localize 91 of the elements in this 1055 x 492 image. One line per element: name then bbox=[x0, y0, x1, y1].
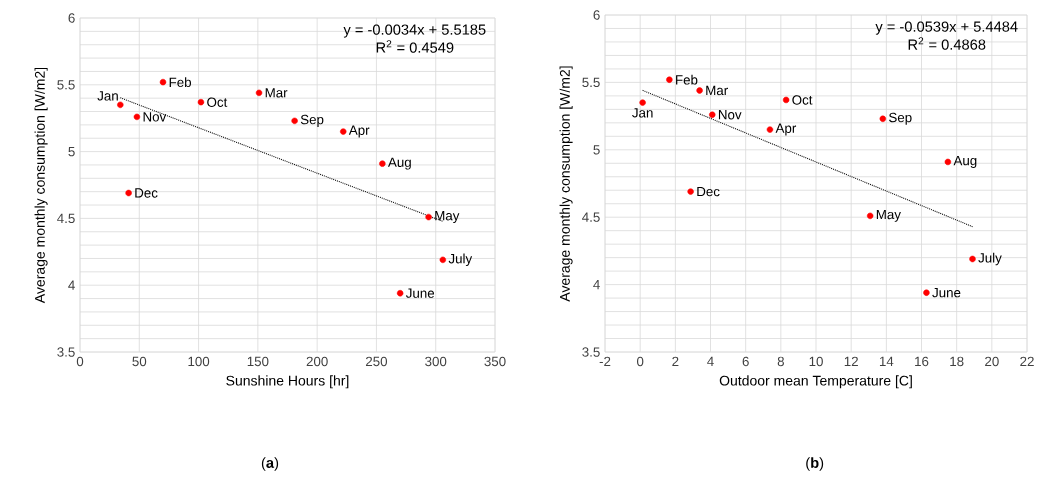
y-axis-title: Average monthly consumption [W/m2] bbox=[559, 66, 573, 302]
x-tick-label: 18 bbox=[950, 356, 964, 367]
point bbox=[159, 78, 167, 86]
x-tick-label: 8 bbox=[777, 356, 784, 367]
data-label: Oct bbox=[792, 95, 813, 105]
x-tick-label: 20 bbox=[985, 356, 999, 367]
point bbox=[687, 188, 694, 195]
point bbox=[766, 126, 774, 133]
text: (b) bbox=[806, 457, 824, 471]
point bbox=[923, 289, 930, 296]
data-label: Nov bbox=[718, 110, 742, 120]
data-label: Mar bbox=[706, 85, 728, 96]
point bbox=[133, 113, 141, 121]
data-label: June bbox=[932, 288, 961, 298]
x-tick-label: 250 bbox=[365, 356, 388, 367]
x-tick-label: 10 bbox=[809, 356, 823, 367]
point bbox=[117, 101, 124, 109]
data-label: Feb bbox=[169, 77, 192, 88]
point bbox=[379, 160, 386, 167]
x-tick-label: 200 bbox=[306, 356, 328, 367]
data-label: May bbox=[876, 209, 901, 222]
point bbox=[879, 115, 887, 122]
x-tick-label: 0 bbox=[636, 356, 644, 367]
point bbox=[696, 87, 703, 94]
data-label: Mar bbox=[265, 88, 288, 98]
y-tick-label: 5.5 bbox=[582, 77, 600, 88]
data-label: Jan bbox=[97, 91, 118, 101]
point bbox=[639, 99, 646, 106]
x-tick-label: -2 bbox=[599, 356, 611, 367]
data-label: Jan bbox=[632, 108, 653, 118]
y-axis-title: Average monthly consumption [W/m2] bbox=[34, 67, 48, 304]
data-label: Aug bbox=[953, 155, 977, 168]
point bbox=[340, 128, 347, 135]
x-tick-label: 50 bbox=[132, 356, 147, 367]
data-label: Sep bbox=[300, 114, 324, 127]
data-label: June bbox=[405, 288, 435, 298]
data-label: Oct bbox=[207, 97, 228, 107]
y-tick-label: 4.5 bbox=[57, 213, 75, 224]
x-tick-label: 14 bbox=[879, 356, 894, 366]
annotation: y = -0.0034x + 5.5185 bbox=[343, 24, 486, 38]
point bbox=[197, 98, 205, 106]
y-tick-label: 6 bbox=[593, 10, 600, 20]
point bbox=[255, 89, 263, 97]
x-tick-label: 12 bbox=[844, 356, 858, 367]
annotation: R$^{2}$ = 0.4868 bbox=[908, 37, 986, 50]
point bbox=[866, 212, 874, 220]
x-tick-label: 150 bbox=[247, 356, 269, 367]
y-tick-label: 3.5 bbox=[57, 347, 75, 357]
point bbox=[425, 213, 432, 221]
x-tick-label: 22 bbox=[1020, 356, 1034, 367]
point bbox=[709, 111, 716, 118]
y-tick-label: 5 bbox=[593, 145, 600, 155]
point bbox=[944, 158, 952, 166]
y-tick-label: 4 bbox=[68, 280, 75, 290]
x-tick-label: 4 bbox=[707, 356, 714, 366]
annotation: R$^{2}$ = 0.4549 bbox=[376, 40, 454, 53]
annotation: y = -0.0539x + 5.4484 bbox=[875, 21, 1018, 35]
x-axis-title: Sunshine Hours [hr] bbox=[226, 375, 349, 389]
y-tick-label: 6 bbox=[68, 13, 75, 23]
data-label: July bbox=[978, 252, 1002, 266]
data-label: Apr bbox=[348, 125, 370, 138]
point bbox=[291, 117, 298, 125]
data-label: Aug bbox=[387, 157, 411, 170]
data-label: Dec bbox=[135, 188, 158, 198]
data-label: Feb bbox=[676, 74, 698, 85]
point bbox=[782, 96, 790, 104]
y-tick-label: 4 bbox=[593, 280, 600, 290]
x-tick-label: 300 bbox=[425, 356, 447, 367]
data-label: Sep bbox=[889, 112, 912, 125]
y-tick-label: 3.5 bbox=[582, 347, 600, 357]
point bbox=[439, 256, 447, 264]
y-tick-label: 5 bbox=[68, 146, 75, 157]
point bbox=[969, 255, 976, 263]
x-tick-label: 6 bbox=[742, 356, 749, 367]
x-tick-label: 16 bbox=[915, 356, 929, 367]
y-tick-label: 5.5 bbox=[57, 80, 75, 90]
x-tick-label: 0 bbox=[76, 356, 84, 367]
x-axis-title: Outdoor mean Temperature [C] bbox=[719, 375, 912, 389]
point bbox=[125, 189, 132, 197]
y-tick-label: 4.5 bbox=[582, 212, 600, 222]
point bbox=[396, 290, 404, 297]
x-tick-label: 2 bbox=[672, 356, 679, 367]
data-label: May bbox=[435, 211, 460, 224]
data-label: Apr bbox=[775, 123, 797, 136]
data-label: Dec bbox=[697, 186, 720, 197]
point bbox=[666, 76, 673, 83]
data-label: July bbox=[448, 253, 473, 267]
data-label: Nov bbox=[143, 112, 167, 122]
text: (a) bbox=[261, 457, 279, 471]
x-tick-label: 100 bbox=[188, 356, 210, 367]
x-tick-label: 350 bbox=[484, 356, 506, 367]
